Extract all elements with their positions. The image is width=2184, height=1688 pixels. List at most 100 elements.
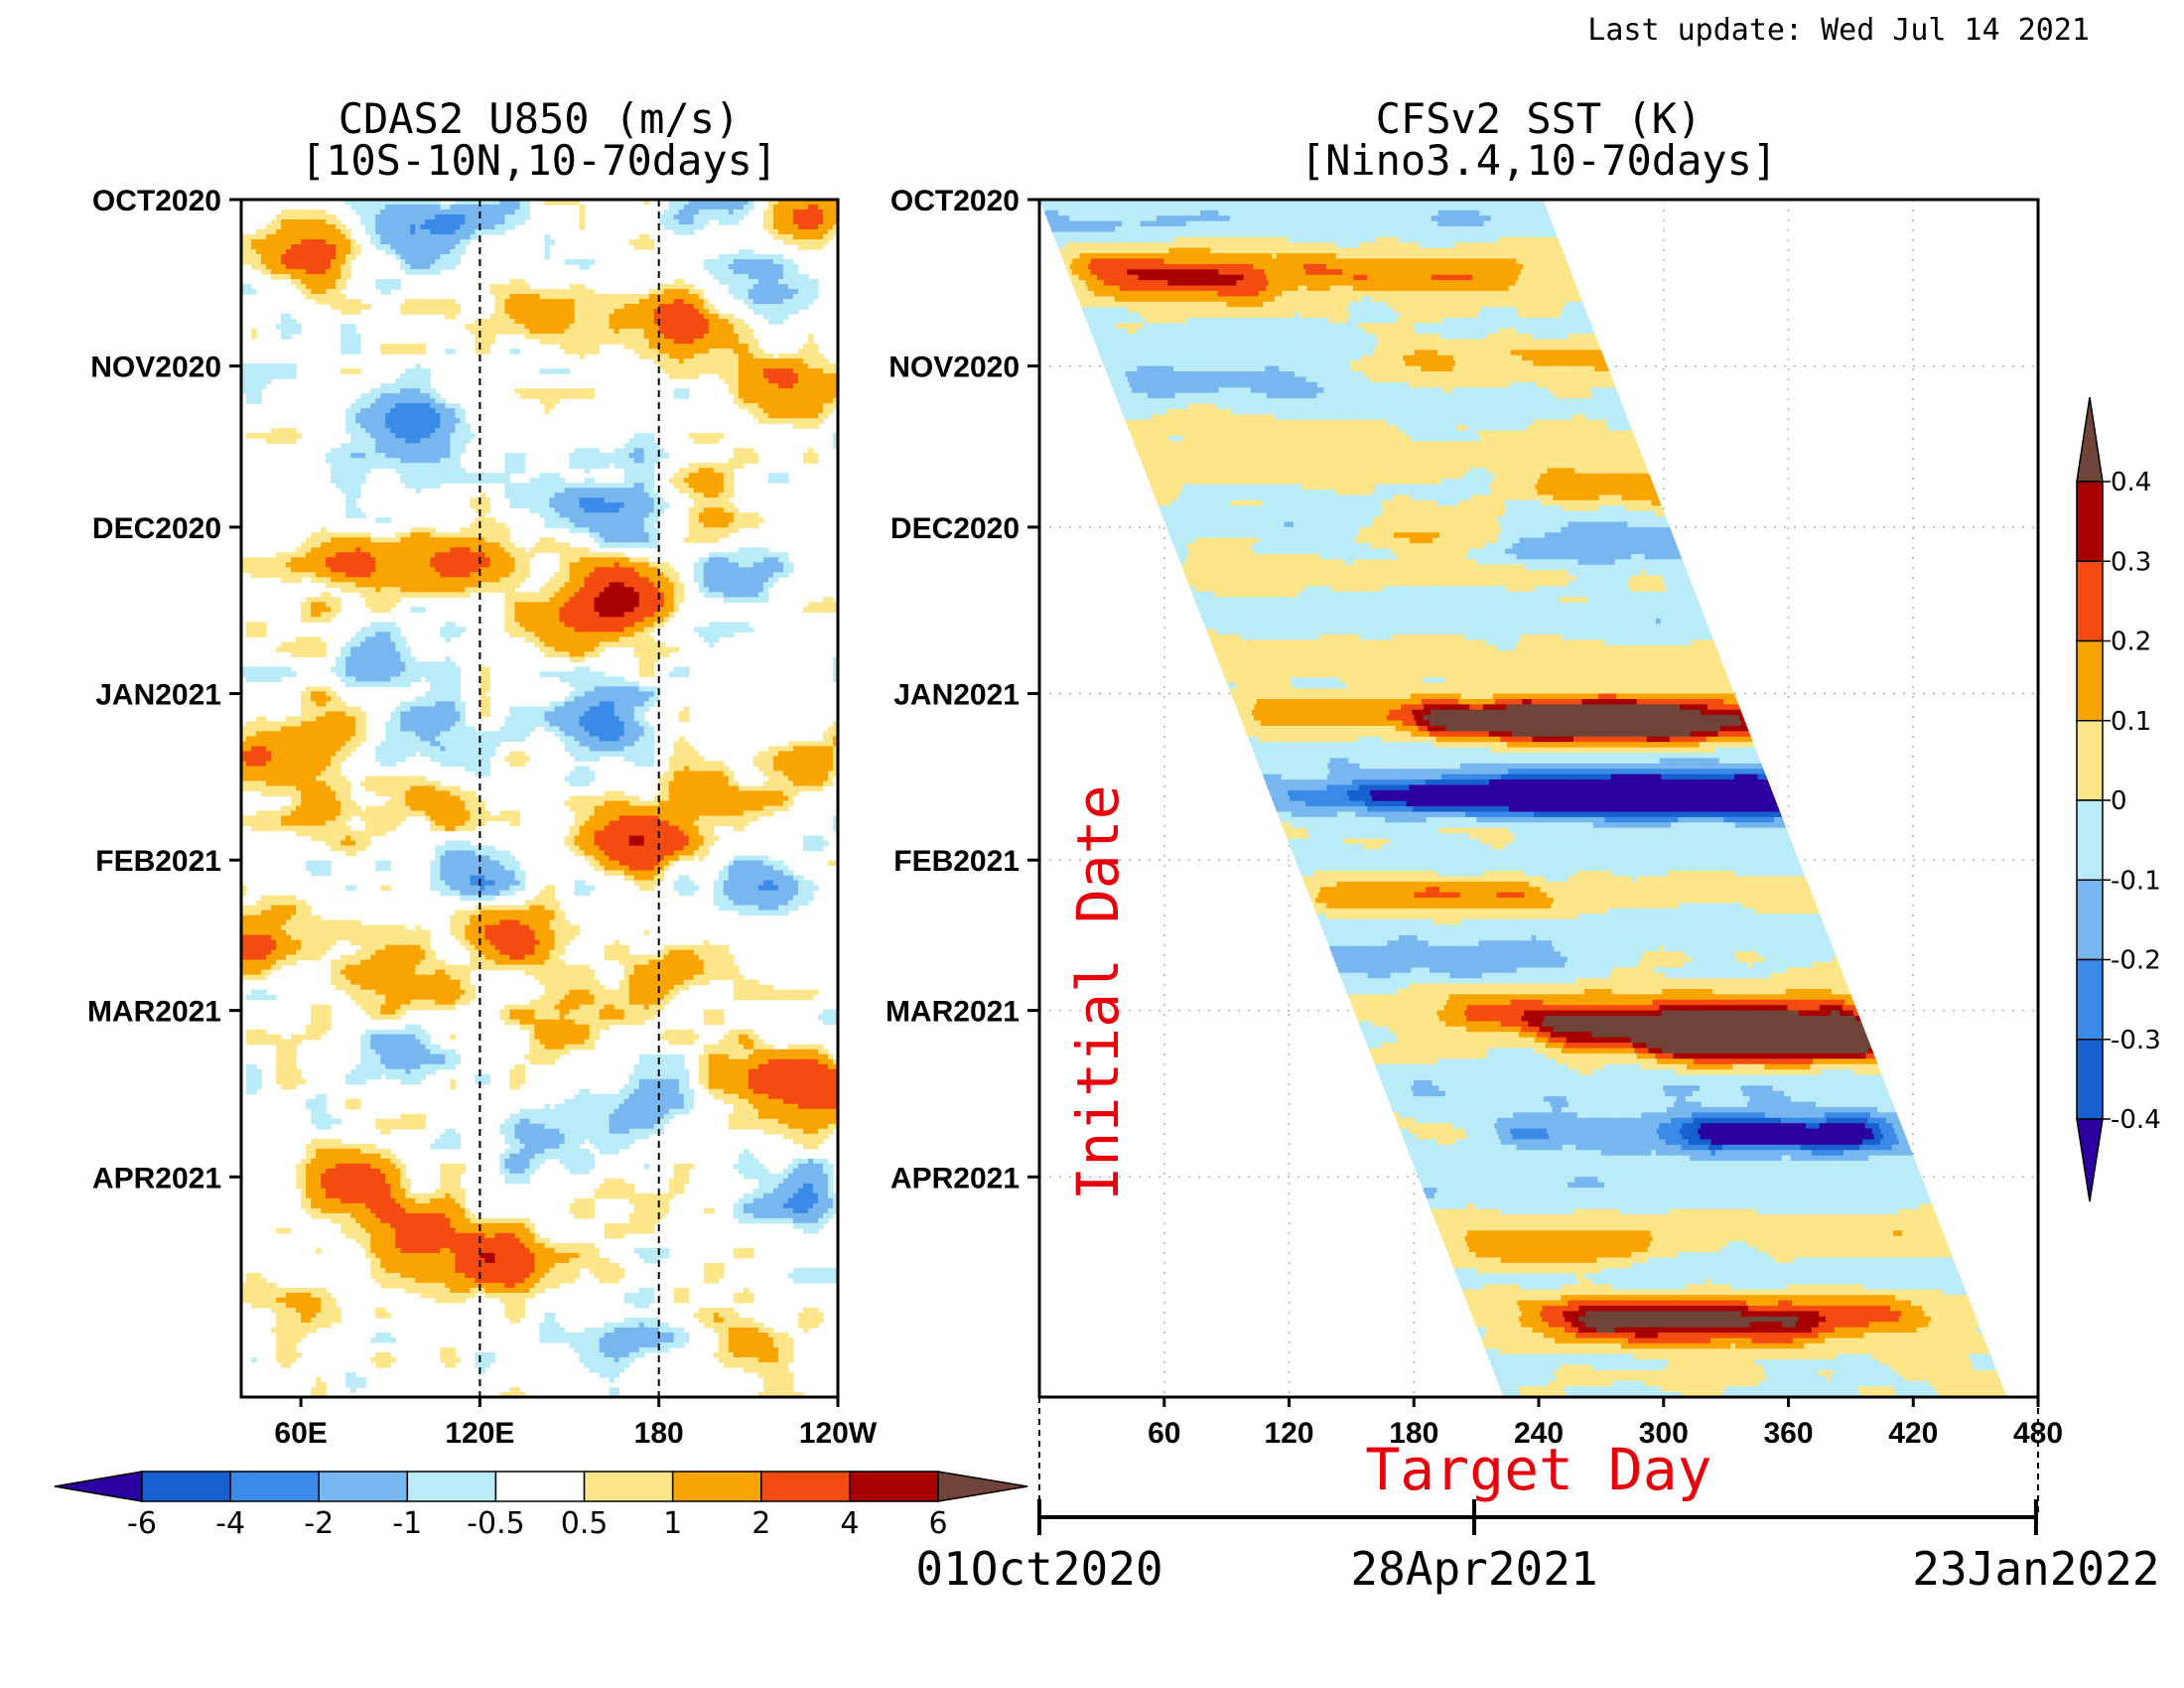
- field-cell: [435, 254, 441, 260]
- field-cell: [643, 607, 650, 613]
- field-cell: [688, 284, 695, 290]
- field-cell: [465, 214, 471, 220]
- field-cell: [385, 448, 391, 454]
- field-cell: [614, 507, 620, 513]
- field-cell: [365, 304, 371, 310]
- field-cell: [281, 324, 287, 330]
- field-cell: [569, 488, 576, 493]
- field-cell: [405, 562, 411, 568]
- field-cell: [331, 567, 337, 573]
- field-cell: [440, 582, 446, 588]
- field-cell: [405, 200, 411, 206]
- field-cell: [415, 587, 421, 593]
- field-cell: [673, 473, 680, 479]
- field-cell: [569, 393, 576, 399]
- field-cell: [301, 612, 307, 618]
- field-cell: [326, 577, 332, 583]
- field-cell: [643, 329, 650, 335]
- field-cell: [331, 463, 337, 469]
- field-cell: [614, 527, 620, 533]
- field-cell: [380, 219, 386, 225]
- field-cell: [316, 210, 322, 215]
- field-cell: [832, 388, 838, 394]
- field-cell: [365, 398, 371, 404]
- field-cell: [723, 363, 730, 369]
- field-cell: [638, 324, 645, 330]
- field-cell: [777, 214, 784, 220]
- field-cell: [529, 314, 536, 320]
- field-cell: [594, 329, 601, 335]
- field-cell: [574, 502, 581, 508]
- field-cell: [430, 587, 436, 593]
- field-cell: [817, 607, 824, 613]
- field-cell: [589, 632, 596, 637]
- field-cell: [395, 393, 401, 399]
- field-cell: [460, 577, 466, 583]
- field-cell: [743, 403, 750, 409]
- field-cell: [812, 373, 819, 379]
- field-cell: [306, 254, 312, 260]
- field-cell: [549, 622, 556, 628]
- field-cell: [489, 552, 496, 558]
- field-cell: [345, 418, 351, 424]
- field-cell: [355, 632, 361, 637]
- field-cell: [380, 547, 386, 553]
- field-cell: [807, 383, 814, 389]
- field-cell: [728, 344, 735, 350]
- field-cell: [316, 562, 322, 568]
- field-cell: [440, 408, 446, 414]
- field-cell: [301, 210, 307, 215]
- field-cell: [609, 617, 615, 623]
- field-cell: [802, 353, 809, 359]
- field-cell: [728, 214, 735, 220]
- field-cell: [326, 279, 332, 285]
- field-cell: [574, 314, 581, 320]
- field-cell: [544, 299, 551, 305]
- field-cell: [380, 413, 386, 419]
- field-cell: [365, 636, 371, 642]
- field-cell: [787, 373, 794, 379]
- field-cell: [668, 358, 675, 364]
- field-cell: [405, 383, 411, 389]
- field-cell: [777, 264, 784, 270]
- field-cell: [752, 597, 759, 603]
- field-cell: [643, 617, 650, 623]
- field-cell: [748, 373, 754, 379]
- field-cell: [683, 205, 690, 211]
- field-cell: [450, 309, 456, 315]
- field-cell: [365, 219, 371, 225]
- field-cell: [450, 562, 456, 568]
- field-cell: [589, 319, 596, 325]
- field-cell: [673, 299, 680, 305]
- field-cell: [648, 542, 655, 548]
- field-cell: [494, 557, 501, 563]
- field-cell: [529, 299, 536, 305]
- field-cell: [276, 373, 282, 379]
- field-cell: [757, 567, 764, 573]
- field-cell: [445, 537, 451, 543]
- field-cell: [757, 517, 764, 523]
- field-cell: [341, 344, 346, 350]
- field-cell: [628, 562, 635, 568]
- field-cell: [365, 567, 371, 573]
- field-cell: [628, 453, 635, 459]
- field-cell: [544, 339, 551, 345]
- field-cell: [609, 319, 615, 325]
- field-cell: [405, 443, 411, 449]
- field-cell: [311, 249, 317, 255]
- field-cell: [589, 567, 596, 573]
- field-cell: [281, 259, 287, 265]
- field-cell: [405, 239, 411, 245]
- field-cell: [713, 259, 720, 265]
- field-cell: [336, 259, 341, 265]
- field-cell: [584, 587, 591, 593]
- field-cell: [410, 383, 416, 389]
- field-cell: [638, 602, 645, 608]
- field-cell: [509, 492, 516, 498]
- field-cell: [708, 632, 715, 637]
- field-cell: [599, 309, 606, 315]
- field-cell: [350, 547, 356, 553]
- field-cell: [410, 532, 416, 538]
- field-cell: [693, 344, 700, 350]
- field-cell: [509, 497, 516, 503]
